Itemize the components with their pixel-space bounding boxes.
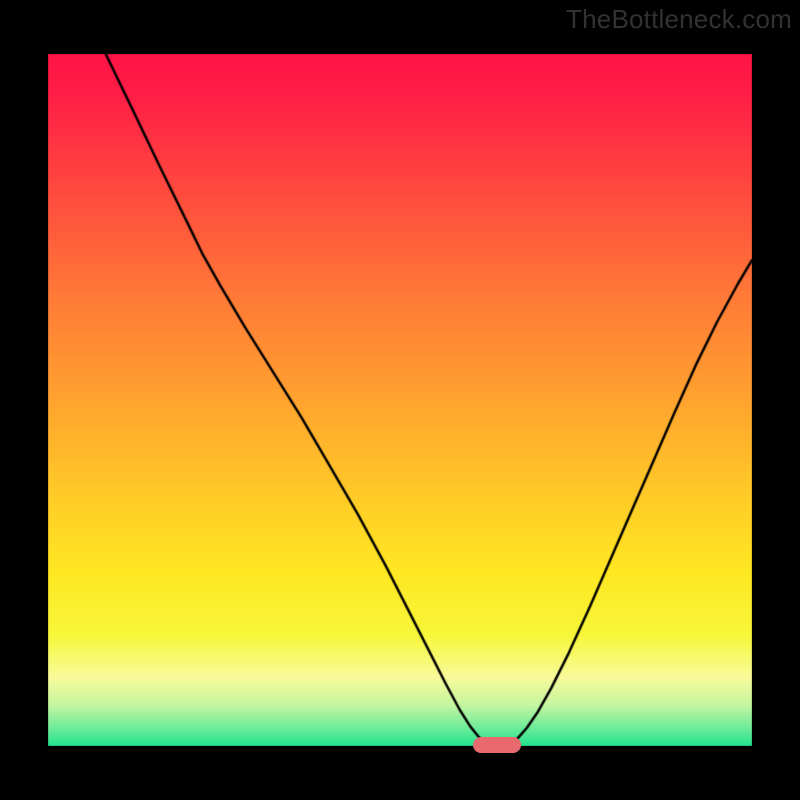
chart-stage: TheBottleneck.com — [0, 0, 800, 800]
watermark-text: TheBottleneck.com — [566, 4, 792, 35]
bottleneck-curve — [0, 0, 800, 800]
optimum-marker — [473, 737, 521, 753]
